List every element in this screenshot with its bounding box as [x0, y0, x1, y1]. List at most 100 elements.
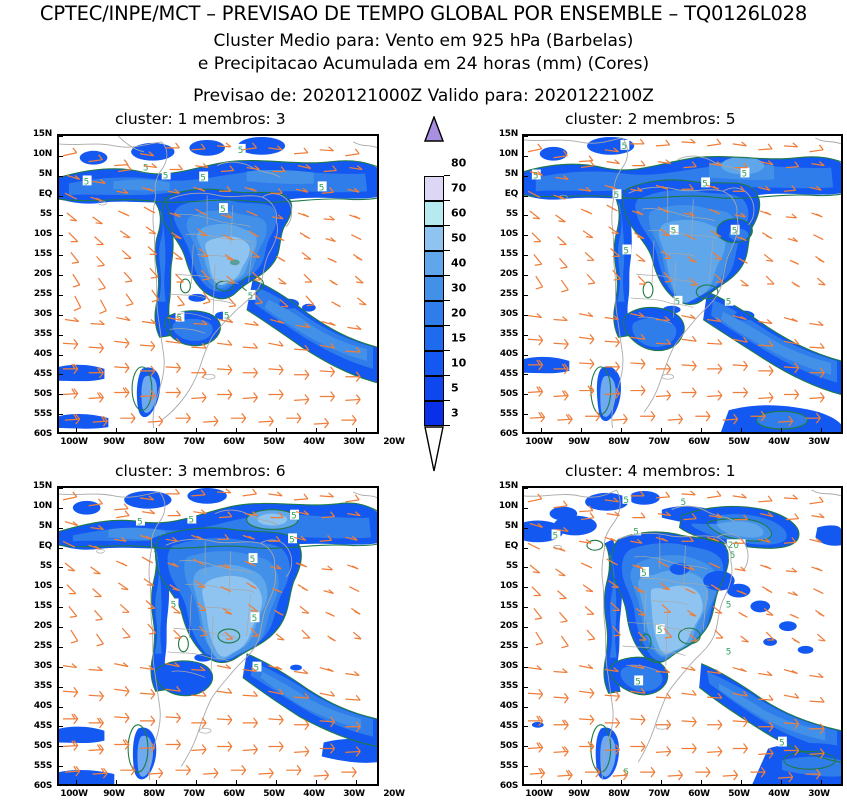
precip-contours: [586, 505, 841, 773]
x-tick-mark: [196, 428, 197, 432]
x-tick-mark: [541, 428, 542, 432]
svg-text:5: 5: [163, 171, 169, 181]
colorbar-label-40: 40: [451, 256, 467, 270]
svg-text:5: 5: [726, 298, 732, 308]
y-tick-mark: [59, 766, 63, 767]
y-tick-mark: [524, 374, 528, 375]
colorbar-label-60: 60: [451, 206, 467, 220]
y-tick-mark: [59, 567, 63, 568]
svg-text:5: 5: [621, 142, 627, 152]
svg-text:5: 5: [730, 551, 736, 561]
x-tick-mark: [316, 428, 317, 432]
y-tick-mark: [524, 156, 528, 157]
y-tick-mark: [59, 235, 63, 236]
y-tick-mark: [524, 215, 528, 216]
y-tick-mark: [59, 746, 63, 747]
y-tick-mark: [524, 176, 528, 177]
coastlines: [524, 489, 841, 781]
x-tick-mark: [581, 780, 582, 784]
y-tick-mark: [59, 528, 63, 529]
panel-title-cluster-2: cluster: 2 membros: 5: [565, 110, 736, 128]
x-tick-mark: [116, 428, 117, 432]
x-tick-mark: [236, 780, 237, 784]
x-tick-mark: [236, 428, 237, 432]
y-tick-mark: [59, 607, 63, 608]
colorbar-tick-15: [444, 350, 450, 351]
colorbar-band-3-5: [424, 401, 444, 426]
x-tick-mark: [541, 780, 542, 784]
map-panel-cluster-4[interactable]: 5 5 5 5 20 5 5 5 5 5 5 5 5: [522, 486, 843, 786]
y-tick-mark: [524, 587, 528, 588]
y-tick-mark: [524, 136, 528, 137]
x-tick-mark: [276, 428, 277, 432]
precip-contours: [59, 502, 377, 773]
colorbar-tick-30: [444, 300, 450, 301]
svg-text:5: 5: [623, 246, 629, 256]
y-tick-mark: [59, 508, 63, 509]
x-tick-mark: [701, 780, 702, 784]
svg-text:5: 5: [732, 227, 738, 237]
colorbar-band-5-10: [424, 376, 444, 401]
page-title: CPTEC/INPE/MCT – PREVISAO DE TEMPO GLOBA…: [39, 2, 808, 25]
y-tick-mark: [524, 647, 528, 648]
svg-text:5: 5: [137, 518, 143, 528]
svg-text:5: 5: [171, 600, 177, 610]
coastlines: [59, 136, 377, 429]
svg-text:5: 5: [188, 516, 194, 526]
wind-barbs: [527, 138, 826, 427]
svg-text:5: 5: [726, 600, 732, 610]
svg-text:5: 5: [633, 527, 639, 537]
contour-labels: 5 5 5 5 5 5 5 5: [136, 509, 299, 674]
panel-title-cluster-1: cluster: 1 membros: 3: [115, 110, 286, 128]
svg-text:5: 5: [742, 169, 748, 179]
y-tick-mark: [59, 707, 63, 708]
colorbar-label-3: 3: [451, 406, 459, 420]
svg-text:5: 5: [623, 496, 629, 506]
svg-text:5: 5: [254, 664, 260, 674]
wind-barbs: [62, 142, 367, 429]
y-tick-mark: [59, 687, 63, 688]
y-tick-mark: [524, 394, 528, 395]
y-tick-mark: [524, 667, 528, 668]
x-tick-mark: [741, 428, 742, 432]
colorbar-tick-10: [444, 375, 450, 376]
precip-shading: [59, 488, 377, 784]
y-tick-mark: [59, 176, 63, 177]
x-tick-mark: [821, 428, 822, 432]
map-canvas-cluster-2: 5 5 5 5 5 5 5 5 5 5: [524, 136, 841, 432]
svg-text:5: 5: [248, 292, 254, 302]
svg-text:5: 5: [252, 614, 258, 624]
svg-text:5: 5: [250, 555, 256, 565]
y-tick-mark: [524, 627, 528, 628]
svg-text:5: 5: [200, 173, 206, 183]
x-tick-mark: [116, 780, 117, 784]
wind-barbs: [527, 490, 826, 783]
y-tick-mark: [524, 196, 528, 197]
precipitation-colorbar: 3 5 10 15 20 30 40 50 60 70 80: [424, 116, 466, 472]
x-tick-mark: [156, 428, 157, 432]
colorbar-label-5: 5: [451, 381, 459, 395]
svg-text:5: 5: [84, 177, 90, 187]
contour-labels: 5 5 5 5 5 5 5 5 5 5: [531, 139, 750, 308]
forecast-datetime-line: Previsao de: 2020121000Z Valido para: 20…: [193, 86, 654, 106]
y-tick-mark: [59, 355, 63, 356]
x-tick-mark: [701, 428, 702, 432]
y-tick-mark: [524, 235, 528, 236]
x-tick-mark: [316, 780, 317, 784]
y-tick-mark: [524, 766, 528, 767]
svg-text:5: 5: [702, 179, 708, 189]
wind-barbs: [62, 488, 362, 781]
colorbar-band-70-80: [424, 176, 444, 201]
y-tick-mark: [524, 687, 528, 688]
svg-text:5: 5: [657, 626, 663, 636]
x-tick-mark: [741, 780, 742, 784]
coastlines: [524, 137, 841, 429]
x-tick-mark: [156, 780, 157, 784]
colorbar-over-arrow: [424, 116, 444, 142]
map-panel-cluster-3[interactable]: 5 5 5 5 5 5 5 5: [57, 486, 379, 786]
map-panel-cluster-2[interactable]: 5 5 5 5 5 5 5 5 5 5: [522, 134, 843, 434]
x-tick-mark: [276, 780, 277, 784]
colorbar-tick-20: [444, 325, 450, 326]
map-panel-cluster-1[interactable]: 5 5 5 5 5 5 5 5 5 5: [57, 134, 379, 434]
colorbar-band-50-60: [424, 226, 444, 251]
